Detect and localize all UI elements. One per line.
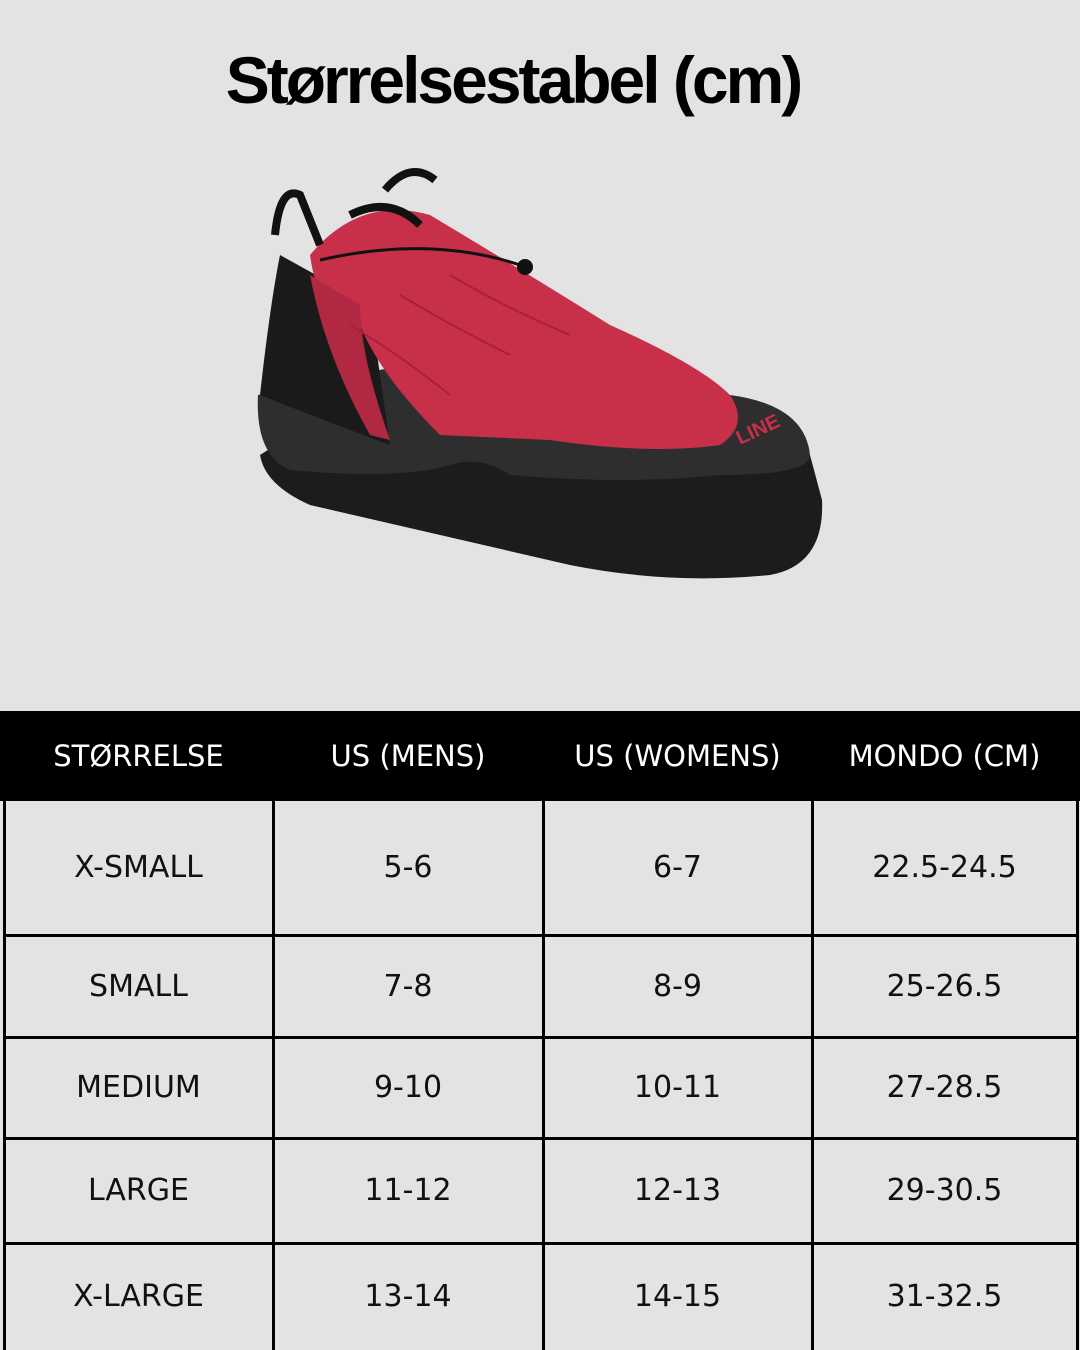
- divider: [4, 1242, 1077, 1245]
- cell-size: MEDIUM: [76, 1070, 201, 1105]
- table-header: STØRRELSE US (MENS) US (WOMENS) MONDO (C…: [0, 711, 1080, 801]
- cell-us-womens: 12-13: [633, 1173, 722, 1208]
- divider: [4, 1137, 1077, 1140]
- cell-us-womens: 6-7: [653, 850, 702, 885]
- divider: [542, 801, 545, 1350]
- column-header-size: STØRRELSE: [53, 739, 224, 773]
- cell-mondo: 25-26.5: [886, 969, 1003, 1004]
- cell-us-womens: 8-9: [653, 969, 702, 1004]
- cell-us-mens: 7-8: [383, 969, 433, 1004]
- cell-us-womens: 14-15: [633, 1279, 722, 1314]
- cell-mondo: 31-32.5: [886, 1279, 1003, 1314]
- divider: [4, 1036, 1077, 1039]
- cell-size: SMALL: [89, 969, 188, 1004]
- divider: [272, 801, 275, 1350]
- size-table: X-SMALL 5-6 6-7 22.5-24.5 SMALL 7-8 8-9 25-26.5…: [0, 801, 1080, 1350]
- cell-us-mens: 13-14: [364, 1279, 452, 1314]
- divider: [3, 801, 6, 1350]
- cell-us-mens: 9-10: [373, 1070, 443, 1105]
- column-header-us-womens: US (WOMENS): [574, 739, 781, 773]
- divider: [1076, 801, 1079, 1350]
- divider: [4, 934, 1077, 937]
- cell-size: X-SMALL: [74, 850, 203, 885]
- cell-size: X-LARGE: [73, 1279, 204, 1314]
- page-title: Størrelsestabel (cm): [225, 43, 804, 117]
- product-image-slipper: LINE: [257, 168, 823, 579]
- cell-us-mens: 5-6: [383, 850, 433, 885]
- cell-us-womens: 10-11: [633, 1070, 722, 1105]
- cell-mondo: 27-28.5: [886, 1070, 1003, 1105]
- divider: [811, 801, 814, 1350]
- cell-size: LARGE: [88, 1173, 189, 1208]
- cell-mondo: 22.5-24.5: [872, 850, 1017, 885]
- cell-mondo: 29-30.5: [886, 1173, 1003, 1208]
- cell-us-mens: 11-12: [364, 1173, 452, 1208]
- column-header-mondo: MONDO (CM): [848, 739, 1041, 773]
- column-header-us-mens: US (MENS): [330, 739, 486, 773]
